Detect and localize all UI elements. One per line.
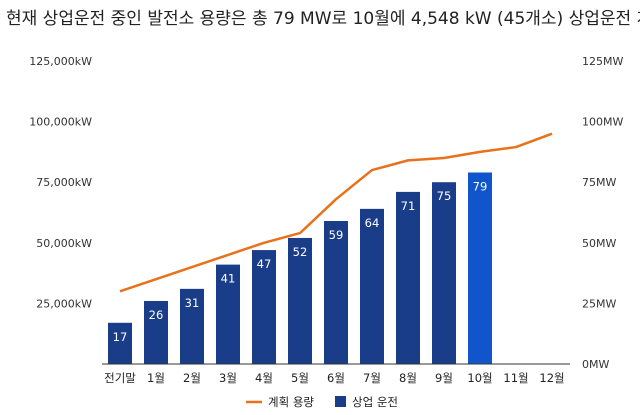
bar [468,172,492,364]
chart-title: 현재 상업운전 중인 발전소 용량은 총 79 MW로 10월에 4,548 k… [6,9,640,29]
left-tick-label: 50,000kW [36,237,92,250]
bar [144,300,168,364]
data-label: 52 [293,245,308,259]
data-label: 26 [149,308,164,322]
bar-series [108,172,492,364]
plan-line [119,132,553,293]
left-tick-label: 100,000kW [29,116,92,129]
bar [216,264,240,364]
bar [360,208,384,364]
right-tick-label: 100MW [582,116,623,129]
legend: 계획 용량 상업 운전 [246,395,398,409]
category-label: 3월 [219,371,237,385]
bar [288,237,312,364]
category-label: 11월 [503,371,528,385]
category-label: 12월 [539,371,564,385]
bar [432,182,456,364]
data-label: 31 [185,296,200,310]
category-label: 8월 [399,371,417,385]
bar [108,322,132,364]
bar [252,250,276,364]
data-label: 47 [257,257,272,271]
category-label: 2월 [183,371,201,385]
right-tick-label: 125MW [582,55,623,68]
left-tick-label: 25,000kW [36,297,92,310]
legend-swatch-commercial [335,396,346,407]
category-label: 10월 [467,371,492,385]
category-labels: 전기말 1월 2월 3월 4월 5월 6월 7월 8월 9월 10월 11월 12월 [104,371,564,385]
data-label: 64 [365,216,380,230]
left-tick-label: 125,000kW [29,55,92,68]
category-label: 1월 [147,371,165,385]
category-label: 4월 [255,371,273,385]
data-label: 79 [473,180,488,194]
data-label: 17 [113,330,128,344]
data-label: 59 [329,228,344,242]
bar [180,288,204,364]
legend-label-commercial: 상업 운전 [352,395,398,409]
category-label: 9월 [435,371,453,385]
left-tick-label: 75,000kW [36,176,92,189]
right-axis: 0MW 25MW 50MW 75MW 100MW 125MW [582,55,623,371]
bar [396,191,420,364]
bar [324,220,348,364]
right-tick-label: 50MW [582,237,616,250]
right-tick-label: 0MW [582,358,609,371]
category-label: 6월 [327,371,345,385]
data-labels: 17 26 31 41 47 52 59 64 71 75 79 [113,180,488,344]
left-axis: 25,000kW 50,000kW 75,000kW 100,000kW 125,000… [29,55,92,310]
line-series [119,132,553,293]
data-label: 75 [437,189,452,203]
category-label: 7월 [363,371,381,385]
category-label: 5월 [291,371,309,385]
category-label: 전기말 [104,371,136,385]
data-label: 41 [221,272,236,286]
right-tick-label: 75MW [582,176,616,189]
legend-label-plan: 계획 용량 [268,395,314,409]
right-tick-label: 25MW [582,297,616,310]
data-label: 71 [401,199,416,213]
